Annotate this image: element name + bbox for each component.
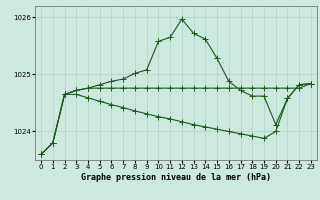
X-axis label: Graphe pression niveau de la mer (hPa): Graphe pression niveau de la mer (hPa) [81,173,271,182]
